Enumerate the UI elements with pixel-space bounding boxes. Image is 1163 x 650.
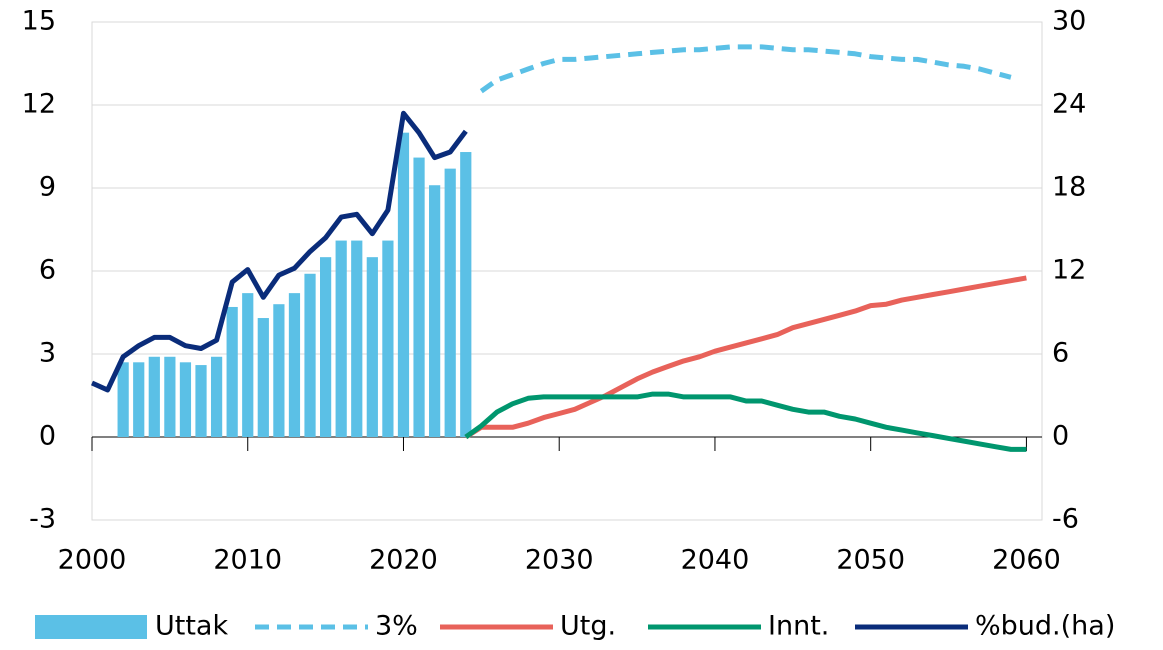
bar <box>366 257 378 437</box>
bar <box>351 240 363 437</box>
y2-tick-label: 6 <box>1052 338 1069 369</box>
legend-swatch <box>35 615 147 639</box>
bar <box>179 362 192 437</box>
x-tick-label: 2020 <box>369 545 438 576</box>
bar <box>444 168 456 437</box>
y-tick-label: 6 <box>39 255 56 286</box>
bar <box>335 240 347 437</box>
y-tick-label: -3 <box>29 504 56 535</box>
bar <box>148 356 160 437</box>
line-series <box>90 110 468 393</box>
bar <box>288 293 301 437</box>
x-tick-label: 2030 <box>525 545 594 576</box>
bar <box>242 293 254 437</box>
bar <box>413 157 425 438</box>
y-tick-label: 0 <box>39 421 56 452</box>
y-tick-label: 3 <box>39 338 56 369</box>
bar <box>226 306 238 437</box>
y2-tick-label: 0 <box>1052 421 1069 452</box>
bar <box>210 356 223 437</box>
legend-label: Uttak <box>155 611 228 642</box>
bar <box>460 152 472 438</box>
line-series <box>464 391 1027 452</box>
legend-label: Innt. <box>768 611 829 642</box>
bar <box>397 132 410 437</box>
y2-tick-label: 24 <box>1052 89 1086 120</box>
y-tick-label: 12 <box>22 89 56 120</box>
line-series <box>464 275 1027 440</box>
legend-label: %bud.(ha) <box>975 611 1115 642</box>
x-tick-label: 2000 <box>58 545 127 576</box>
bar <box>429 185 441 437</box>
bar <box>257 318 269 437</box>
bar <box>382 240 394 437</box>
y-tick-label: 9 <box>39 172 56 203</box>
x-tick-label: 2060 <box>992 545 1061 576</box>
y2-tick-label: -6 <box>1052 504 1079 535</box>
bar <box>320 257 332 437</box>
legend-label: 3% <box>375 611 418 642</box>
y2-tick-label: 18 <box>1052 172 1086 203</box>
x-tick-label: 2010 <box>213 545 282 576</box>
y2-tick-label: 30 <box>1052 6 1086 37</box>
x-tick-label: 2040 <box>681 545 750 576</box>
bar <box>304 273 316 437</box>
line-series <box>479 44 1012 94</box>
bar <box>164 356 176 437</box>
x-tick-label: 2050 <box>836 545 905 576</box>
bar <box>273 304 285 437</box>
bar <box>133 362 145 437</box>
bar <box>117 362 129 437</box>
y2-tick-label: 12 <box>1052 255 1086 286</box>
y-tick-label: 15 <box>22 6 56 37</box>
legend-label: Utg. <box>560 611 616 642</box>
bar <box>195 365 207 437</box>
